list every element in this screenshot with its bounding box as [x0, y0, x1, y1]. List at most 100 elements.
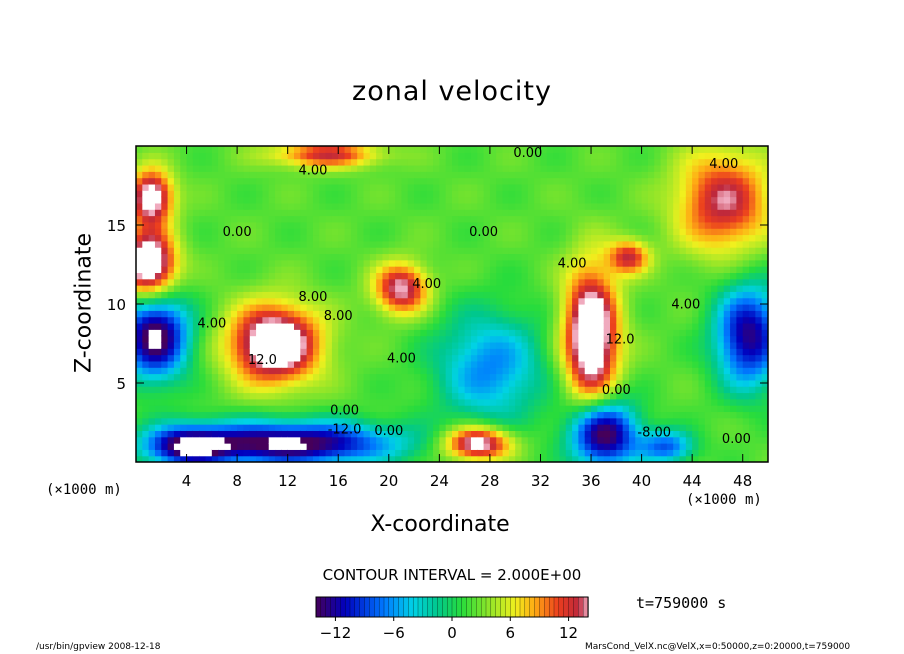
heat-cell — [742, 202, 750, 210]
heat-cell — [344, 272, 352, 280]
heat-cell — [464, 297, 472, 305]
heat-cell — [685, 417, 693, 425]
heat-cell — [666, 436, 674, 444]
heat-cell — [679, 272, 687, 280]
heat-cell — [363, 272, 371, 280]
heat-cell — [388, 436, 396, 444]
heat-cell — [230, 247, 238, 255]
heat-cell — [647, 405, 655, 413]
heat-cell — [376, 417, 384, 425]
heat-cell — [395, 164, 403, 172]
heat-cell — [647, 316, 655, 324]
heat-cell — [521, 348, 529, 356]
heat-cell — [723, 341, 731, 349]
heat-cell — [167, 316, 175, 324]
heat-cell — [395, 253, 403, 261]
heat-cell — [173, 449, 181, 457]
heat-cell — [761, 266, 768, 273]
heat-cell — [281, 272, 289, 280]
heat-cell — [230, 455, 238, 462]
heat-cell — [597, 322, 605, 330]
heat-cell — [458, 228, 466, 236]
heat-cell — [420, 367, 428, 375]
heat-cell — [628, 411, 636, 419]
heat-cell — [395, 398, 403, 406]
heat-cell — [489, 247, 497, 255]
heat-cell — [692, 209, 700, 217]
heat-cell — [527, 411, 535, 419]
heat-cell — [597, 234, 605, 242]
heat-cell — [679, 158, 687, 166]
heat-cell — [167, 158, 175, 166]
heat-cell — [679, 354, 687, 362]
heat-cell — [761, 209, 768, 217]
heat-cell — [199, 209, 207, 217]
heat-cell — [673, 291, 681, 299]
heat-cell — [660, 341, 668, 349]
heat-cell — [597, 164, 605, 172]
heat-cell — [369, 183, 377, 191]
heat-cell — [369, 329, 377, 337]
heat-cell — [711, 386, 719, 394]
heat-cell — [502, 329, 510, 337]
heat-cell — [211, 297, 219, 305]
heat-cell — [685, 183, 693, 191]
heat-cell — [338, 291, 346, 299]
heat-cell — [331, 373, 339, 381]
heat-cell — [249, 354, 257, 362]
heat-cell — [275, 183, 282, 191]
heat-cell — [666, 354, 674, 362]
heat-cell — [515, 329, 523, 337]
heat-cell — [306, 146, 314, 153]
heat-cell — [489, 322, 497, 330]
heat-cell — [205, 430, 213, 438]
heat-cell — [211, 443, 219, 450]
heat-cell — [603, 240, 611, 248]
heat-cell — [477, 228, 485, 236]
heat-cell — [597, 209, 605, 217]
heat-cell — [622, 152, 630, 160]
heat-cell — [597, 253, 605, 261]
heat-cell — [711, 253, 719, 261]
heat-cell — [711, 158, 719, 166]
heat-cell — [660, 177, 668, 185]
heat-cell — [407, 430, 415, 438]
heat-cell — [666, 348, 674, 356]
heat-cell — [452, 272, 459, 280]
heat-cell — [445, 285, 453, 292]
heat-cell — [268, 259, 276, 267]
heat-cell — [679, 266, 687, 273]
heat-cell — [521, 335, 529, 343]
heat-cell — [553, 202, 561, 210]
heat-cell — [382, 177, 390, 185]
heat-cell — [628, 177, 636, 185]
heat-cell — [312, 329, 320, 337]
heat-cell — [192, 354, 200, 362]
heat-cell — [439, 285, 447, 292]
heat-cell — [483, 171, 491, 179]
heat-cell — [470, 386, 478, 394]
heat-cell — [338, 196, 346, 204]
heat-cell — [742, 348, 750, 356]
heat-cell — [458, 177, 466, 185]
heat-cell — [338, 348, 346, 356]
heat-cell — [723, 183, 731, 191]
heat-cell — [420, 348, 428, 356]
heat-cell — [483, 348, 491, 356]
heat-cell — [477, 455, 485, 462]
heat-cell — [679, 367, 687, 375]
heat-cell — [357, 360, 365, 368]
heat-cell — [477, 158, 485, 166]
heat-cell — [319, 398, 327, 406]
heat-cell — [452, 190, 459, 198]
heat-cell — [647, 360, 655, 368]
heat-cell — [445, 329, 453, 337]
heat-cell — [192, 436, 200, 444]
heat-cell — [148, 183, 156, 191]
heat-cell — [540, 215, 548, 223]
heat-cell — [382, 455, 390, 462]
heat-cell — [470, 304, 478, 311]
heat-cell — [502, 310, 510, 318]
heat-cell — [723, 379, 731, 387]
heat-cell — [275, 234, 282, 242]
